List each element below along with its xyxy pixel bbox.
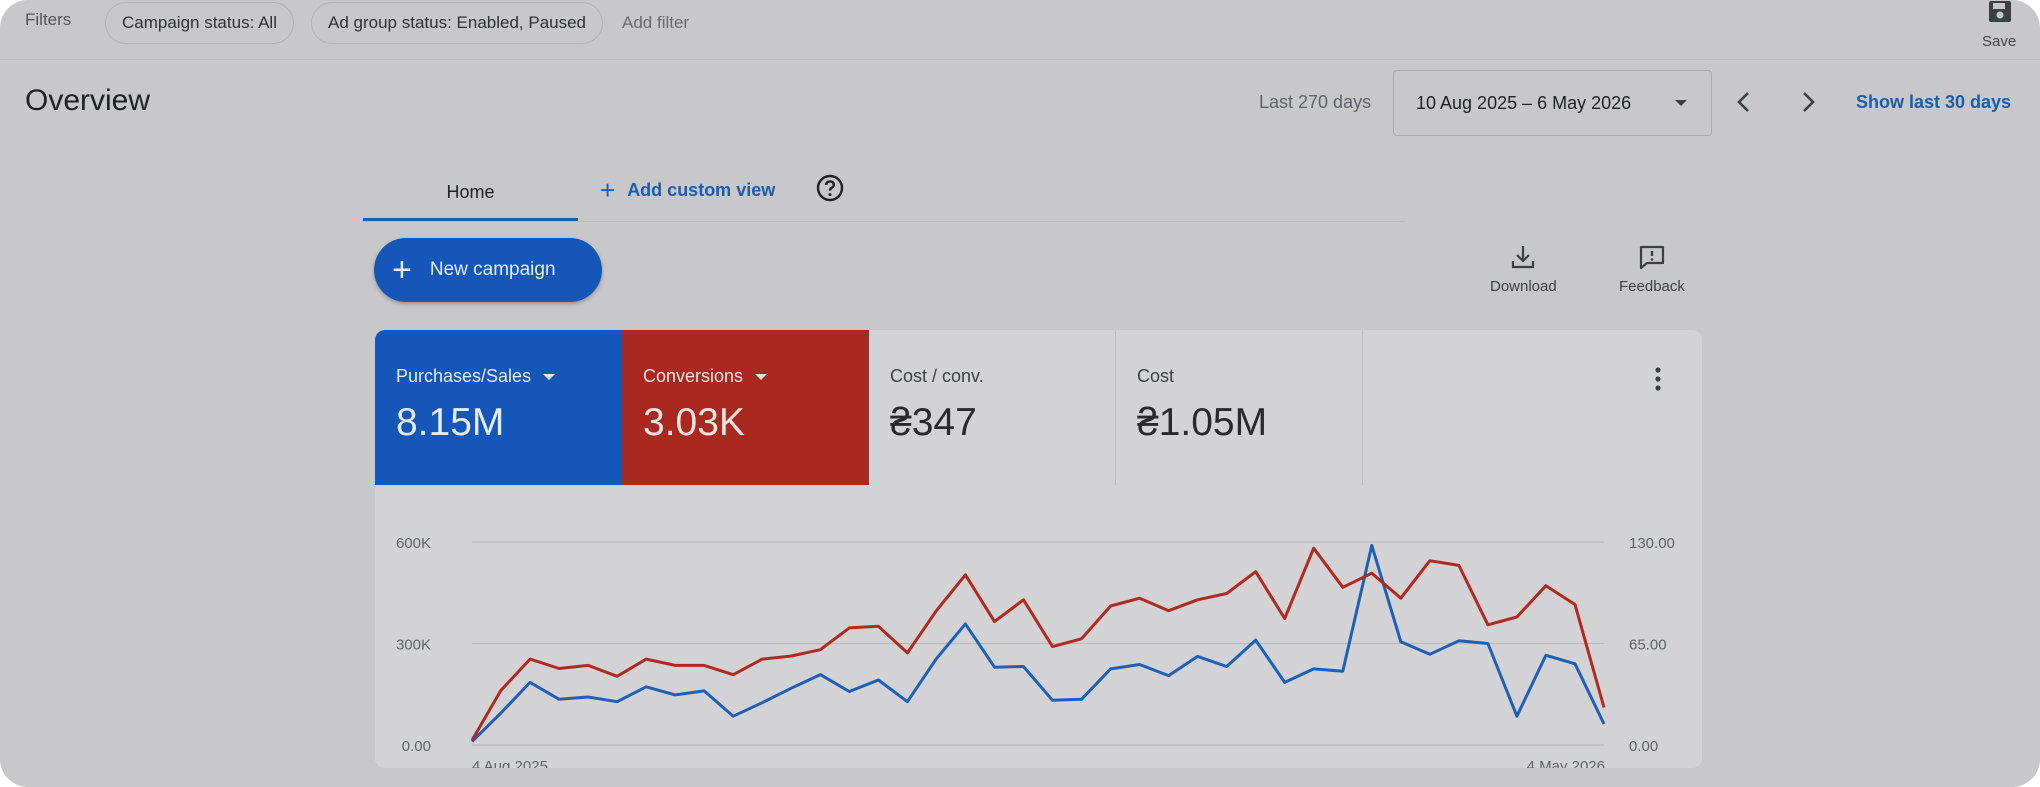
date-range-value: 10 Aug 2025 – 6 May 2026 bbox=[1416, 92, 1632, 113]
metric-label: Cost bbox=[1137, 366, 1175, 386]
feedback-icon bbox=[1639, 245, 1665, 270]
tab-home[interactable]: Home bbox=[446, 181, 495, 202]
feedback-label: Feedback bbox=[1619, 278, 1685, 295]
metric-cost[interactable]: Cost ₴1.05M bbox=[1116, 330, 1363, 485]
tab-active-indicator bbox=[363, 218, 578, 221]
chevron-right-icon[interactable] bbox=[1797, 88, 1819, 116]
y-right-tick-label: 130.00 bbox=[1629, 535, 1675, 552]
feedback-button[interactable]: Feedback bbox=[1619, 244, 1685, 295]
x-tick-label-start: 4 Aug 2025 bbox=[472, 758, 548, 768]
plus-icon: + bbox=[600, 175, 616, 205]
y-left-tick-label: 300K bbox=[396, 637, 431, 654]
dropdown-caret-icon bbox=[543, 373, 556, 380]
filter-chip-campaign-status[interactable]: Campaign status: All bbox=[105, 2, 294, 44]
chevron-left-icon[interactable] bbox=[1733, 88, 1755, 116]
dropdown-caret-icon bbox=[755, 373, 768, 380]
page-title: Overview bbox=[25, 84, 151, 117]
metric-cost-per-conversion[interactable]: Cost / conv. ₴347 bbox=[869, 330, 1116, 485]
date-range-hint: Last 270 days bbox=[1259, 92, 1372, 112]
help-icon[interactable] bbox=[816, 174, 844, 202]
download-label: Download bbox=[1490, 278, 1557, 295]
metric-value: ₴347 bbox=[890, 401, 977, 444]
add-filter-link[interactable]: Add filter bbox=[622, 13, 690, 32]
metric-label: Conversions bbox=[643, 366, 744, 386]
metric-value: 8.15M bbox=[396, 401, 505, 444]
download-icon bbox=[1512, 246, 1535, 269]
filters-label: Filters bbox=[25, 10, 72, 29]
series-line-conversions bbox=[470, 546, 1606, 742]
save-label[interactable]: Save bbox=[1982, 33, 2017, 50]
new-campaign-button[interactable]: + New campaign bbox=[374, 238, 602, 302]
performance-card: Purchases/Sales 8.15M Conversions 3.03K … bbox=[375, 330, 1702, 768]
add-custom-view-button[interactable]: + Add custom view bbox=[600, 177, 775, 203]
metric-label: Purchases/Sales bbox=[396, 366, 532, 386]
save-icon[interactable] bbox=[1987, 0, 2013, 24]
y-right-tick-label: 65.00 bbox=[1629, 637, 1667, 654]
metric-value: ₴1.05M bbox=[1137, 401, 1268, 444]
y-left-tick-label: 0.00 bbox=[402, 738, 431, 755]
metric-value: 3.03K bbox=[643, 401, 745, 444]
y-left-tick-label: 600K bbox=[396, 535, 431, 552]
more-vert-icon[interactable] bbox=[1655, 366, 1661, 392]
new-campaign-label: New campaign bbox=[429, 259, 556, 280]
metric-conversions[interactable]: Conversions 3.03K bbox=[622, 330, 869, 485]
series-line-purchases-sales bbox=[470, 543, 1606, 743]
tab-bar-divider bbox=[363, 221, 1405, 222]
filter-chip-ad-group-status[interactable]: Ad group status: Enabled, Paused bbox=[311, 2, 604, 44]
filter-divider bbox=[0, 59, 2040, 60]
y-right-tick-label: 0.00 bbox=[1629, 738, 1658, 755]
add-custom-view-label: Add custom view bbox=[627, 179, 776, 200]
date-range-picker[interactable]: 10 Aug 2025 – 6 May 2026 bbox=[1393, 70, 1712, 136]
performance-line-chart: 0.00 0.00 300K 65.00 600K 130.00 4 Aug 2025 4 M… bbox=[396, 535, 1675, 768]
x-tick-label-end: 4 May 2026 bbox=[1527, 758, 1605, 768]
metric-purchases-sales[interactable]: Purchases/Sales 8.15M bbox=[375, 330, 622, 485]
show-last-30-days-link[interactable]: Show last 30 days bbox=[1856, 92, 2012, 112]
plus-icon: + bbox=[392, 251, 412, 289]
metric-label: Cost / conv. bbox=[890, 366, 984, 386]
dropdown-caret-icon bbox=[1675, 100, 1687, 106]
download-button[interactable]: Download bbox=[1490, 244, 1557, 295]
